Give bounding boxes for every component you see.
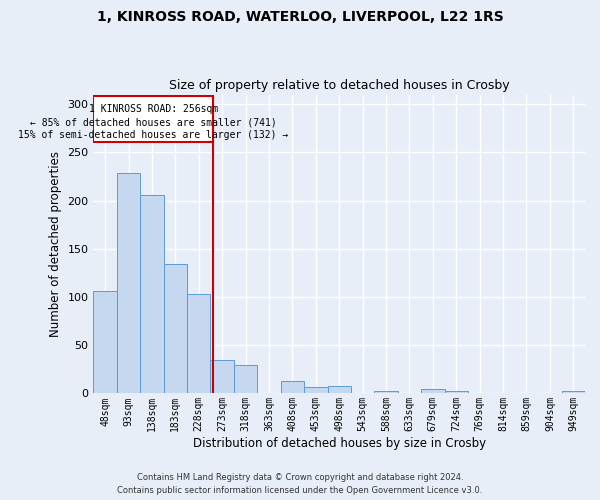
Bar (562, 392, 585, 394)
Bar (421, 388, 445, 394)
Title: Size of property relative to detached houses in Crosby: Size of property relative to detached ho… (169, 79, 509, 92)
Bar (445, 392, 468, 394)
Y-axis label: Number of detached properties: Number of detached properties (49, 151, 62, 337)
Bar (164, 264, 187, 394)
Bar (281, 381, 304, 394)
Bar (234, 366, 257, 394)
Bar (374, 392, 398, 394)
Bar (94, 291, 117, 394)
Text: ← 85% of detached houses are smaller (741): ← 85% of detached houses are smaller (74… (30, 117, 277, 127)
Text: 1 KINROSS ROAD: 256sqm: 1 KINROSS ROAD: 256sqm (89, 104, 218, 114)
Text: 15% of semi-detached houses are larger (132) →: 15% of semi-detached houses are larger (… (18, 130, 289, 140)
Bar (187, 294, 211, 394)
Text: 1, KINROSS ROAD, WATERLOO, LIVERPOOL, L22 1RS: 1, KINROSS ROAD, WATERLOO, LIVERPOOL, L2… (97, 10, 503, 24)
Bar (304, 386, 328, 394)
Bar (140, 195, 164, 394)
Bar (117, 172, 140, 394)
Bar (328, 386, 351, 394)
Text: Contains HM Land Registry data © Crown copyright and database right 2024.
Contai: Contains HM Land Registry data © Crown c… (118, 474, 482, 495)
X-axis label: Distribution of detached houses by size in Crosby: Distribution of detached houses by size … (193, 437, 486, 450)
Bar (94, 96, 214, 142)
Bar (211, 360, 234, 394)
